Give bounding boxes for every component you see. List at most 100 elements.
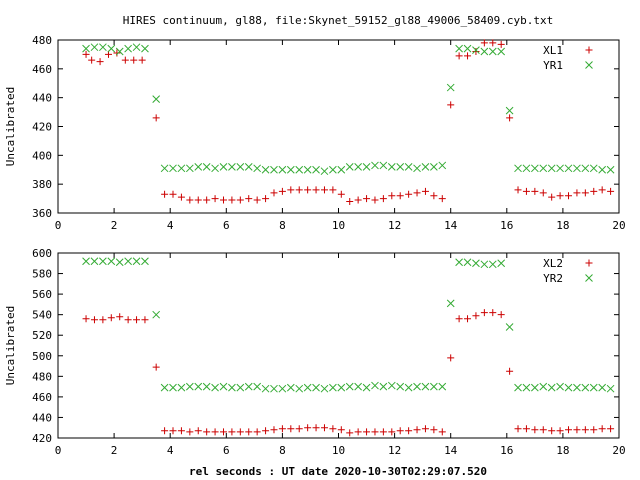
data-point: [547, 383, 556, 392]
y-tick-label: 380: [32, 178, 52, 191]
y-tick-label: 600: [32, 247, 52, 260]
data-point: [598, 383, 607, 392]
data-point: [581, 189, 589, 197]
series-XL1: [82, 39, 615, 205]
data-point: [413, 189, 421, 197]
data-point: [446, 299, 455, 308]
data-point: [320, 424, 328, 432]
data-point: [589, 164, 598, 173]
data-point: [379, 428, 387, 436]
data-point: [202, 382, 211, 391]
x-tick-label: 0: [55, 219, 62, 232]
data-point: [480, 260, 489, 269]
y-tick-label: 440: [32, 411, 52, 424]
data-point: [598, 425, 606, 433]
data-point: [185, 382, 194, 391]
data-point: [169, 427, 177, 435]
data-point: [245, 428, 253, 436]
data-point: [113, 49, 121, 57]
data-point: [278, 384, 287, 393]
data-point: [379, 195, 387, 203]
data-point: [253, 428, 261, 436]
data-point: [472, 46, 480, 54]
data-point: [421, 163, 430, 171]
data-point: [606, 384, 615, 393]
x-tick-label: 12: [388, 444, 401, 457]
data-point: [455, 315, 463, 323]
legend-label: XL2: [543, 257, 563, 270]
data-point: [177, 164, 186, 173]
data-point: [514, 383, 522, 392]
data-point: [480, 39, 488, 47]
data-point: [96, 58, 104, 66]
data-point: [405, 190, 413, 198]
data-point: [82, 315, 90, 323]
data-point: [278, 425, 286, 433]
data-point: [396, 163, 405, 171]
data-point: [107, 257, 116, 266]
legend-label: YR2: [543, 272, 563, 285]
data-point: [244, 382, 253, 391]
y-axis-label: Uncalibrated: [4, 87, 17, 166]
data-point: [329, 165, 337, 174]
data-point: [329, 186, 337, 194]
data-point: [421, 382, 430, 391]
data-point: [438, 161, 447, 170]
data-point: [430, 192, 438, 200]
data-point: [270, 384, 278, 393]
data-point: [565, 426, 573, 434]
data-point: [295, 165, 304, 174]
x-tick-label: 6: [223, 219, 230, 232]
data-point: [573, 383, 581, 392]
data-point: [363, 428, 371, 436]
data-point: [320, 167, 329, 176]
data-point: [228, 196, 236, 204]
data-point: [581, 426, 589, 434]
data-point: [354, 196, 362, 204]
data-point: [270, 165, 278, 174]
data-point: [396, 192, 404, 200]
data-point: [522, 383, 531, 392]
data-point: [489, 309, 497, 317]
data-point: [345, 163, 354, 171]
data-point: [606, 165, 615, 174]
data-point: [303, 165, 312, 174]
data-point: [346, 197, 354, 205]
data-point: [107, 44, 116, 53]
data-point: [430, 426, 438, 434]
data-point: [99, 316, 107, 324]
x-tick-label: 18: [556, 444, 569, 457]
data-point: [447, 101, 455, 109]
data-point: [303, 383, 312, 392]
data-point: [539, 164, 548, 173]
x-axis-label: rel seconds : UT date 2020-10-30T02:29:0…: [189, 465, 487, 478]
data-point: [320, 384, 329, 393]
data-point: [547, 164, 556, 173]
data-point: [564, 164, 573, 173]
data-point: [590, 187, 598, 195]
x-tick-label: 2: [111, 444, 118, 457]
data-point: [463, 44, 472, 53]
data-point: [211, 164, 219, 173]
data-point: [270, 189, 278, 197]
data-point: [121, 56, 129, 64]
data-point: [169, 190, 177, 198]
data-point: [345, 382, 354, 391]
data-point: [404, 383, 413, 392]
data-point: [522, 187, 530, 195]
plot-frame: [57, 252, 620, 439]
series-YR1: [82, 43, 615, 176]
y-tick-label: 440: [32, 92, 52, 105]
data-point: [115, 258, 124, 267]
data-point: [480, 309, 488, 317]
data-point: [169, 164, 177, 173]
x-tick-label: 0: [55, 444, 62, 457]
data-point: [295, 425, 303, 433]
data-point: [531, 187, 539, 195]
data-point: [194, 196, 202, 204]
data-point: [194, 382, 203, 391]
data-point: [497, 40, 505, 48]
x-tick-label: 16: [500, 444, 513, 457]
data-point: [186, 196, 194, 204]
